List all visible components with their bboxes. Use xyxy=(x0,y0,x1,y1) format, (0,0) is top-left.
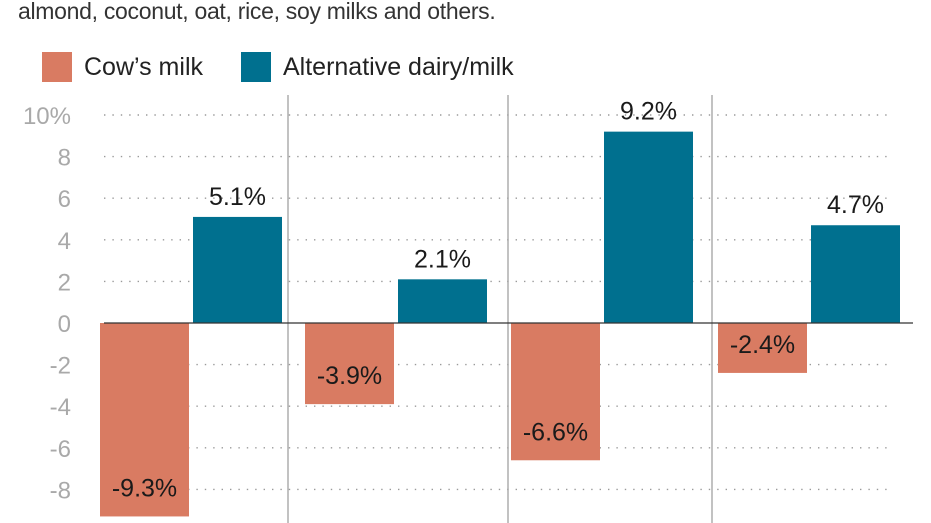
legend: Cow’s milk Alternative dairy/milk xyxy=(42,52,552,82)
legend-item-alternative-milk: Alternative dairy/milk xyxy=(241,52,514,82)
bar-alternative-milk xyxy=(811,225,900,323)
data-label: -3.9% xyxy=(317,362,382,390)
bar-cows-milk xyxy=(305,323,394,405)
y-tick-label: 0 xyxy=(58,311,71,338)
data-label: 5.1% xyxy=(209,183,266,211)
y-tick-label: -2 xyxy=(50,353,71,380)
bar-cows-milk xyxy=(100,323,189,517)
bar-alternative-milk xyxy=(193,216,282,323)
data-label: -2.4% xyxy=(730,331,795,359)
bar-alternative-milk xyxy=(604,131,693,323)
y-tick-label: -6 xyxy=(50,436,71,463)
legend-label-cows-milk: Cow’s milk xyxy=(84,52,203,81)
data-label: 2.1% xyxy=(414,245,471,273)
data-label: 4.7% xyxy=(827,191,884,219)
chart-subtitle: almond, coconut, oat, rice, soy milks an… xyxy=(18,0,496,24)
y-tick-label: -10 xyxy=(36,519,71,523)
y-tick-label: 2 xyxy=(58,269,71,296)
y-tick-label: -4 xyxy=(50,394,71,421)
legend-swatch-alternative-milk xyxy=(241,52,271,82)
y-tick-label: 6 xyxy=(58,186,71,213)
data-label: 9.2% xyxy=(620,98,677,126)
bar-cows-milk xyxy=(718,323,807,373)
y-tick-label: 4 xyxy=(58,228,71,255)
bar-cows-milk xyxy=(511,323,600,461)
legend-item-cows-milk: Cow’s milk xyxy=(42,52,203,82)
legend-swatch-cows-milk xyxy=(42,52,72,82)
y-tick-label: 8 xyxy=(58,145,71,172)
y-tick-label: 10% xyxy=(23,103,71,130)
data-label: -6.6% xyxy=(523,418,588,446)
data-label: -9.3% xyxy=(112,474,177,502)
y-tick-label: -8 xyxy=(50,477,71,504)
bar-alternative-milk xyxy=(398,279,487,323)
legend-label-alternative-milk: Alternative dairy/milk xyxy=(283,52,514,81)
